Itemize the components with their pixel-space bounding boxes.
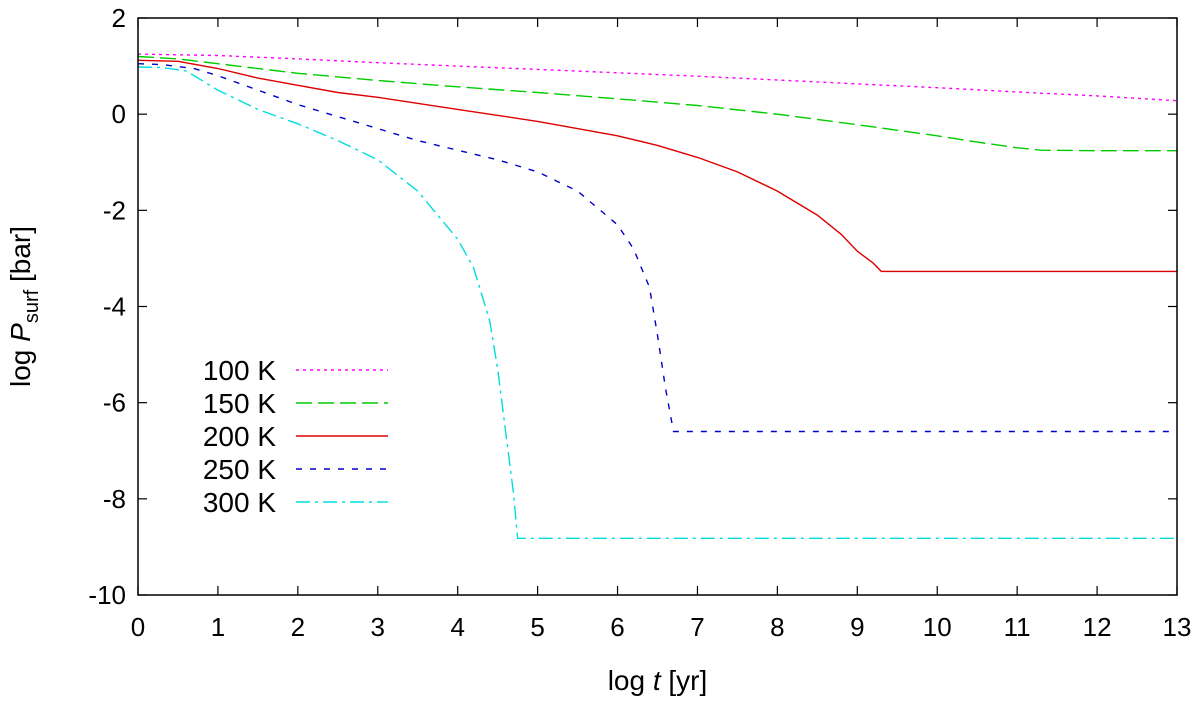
x-tick-label: 8 (770, 612, 784, 642)
y-axis-label-unit: [bar] (5, 226, 36, 290)
tick-labels: 0 1 2 3 4 5 6 7 8 9 10 11 12 13-10-8-6-4-202 (88, 3, 1191, 642)
x-tick-label: 13 (1163, 612, 1192, 642)
y-axis-label-prefix: log (5, 342, 36, 387)
x-axis-label-variable: t (653, 665, 662, 696)
x-axis-label-unit: [yr] (661, 665, 708, 696)
y-tick-label: -4 (103, 292, 126, 322)
x-tick-label: 9 (850, 612, 864, 642)
series-line-1 (137, 53, 1178, 102)
x-tick-label: 12 (1083, 612, 1112, 642)
series-group (137, 53, 1178, 539)
x-tick-label: 1 (211, 612, 225, 642)
y-axis-label-subscript: surf (21, 289, 43, 323)
plot-frame (137, 17, 1178, 596)
x-tick-label: 10 (923, 612, 952, 642)
y-axis-label-variable: P (5, 323, 36, 342)
x-tick-label: 11 (1004, 612, 1031, 642)
legend-label: 150 K (203, 388, 276, 419)
y-tick-label: -6 (103, 388, 126, 418)
y-tick-label: -10 (88, 580, 126, 610)
series-line-5 (137, 66, 1177, 539)
legend-label: 200 K (203, 421, 276, 452)
legend-label: 300 K (203, 487, 276, 518)
x-axis-label: log t [yr] (608, 665, 708, 696)
y-tick-label: -8 (103, 484, 126, 514)
series-line-3 (137, 59, 1177, 273)
series-line-2 (137, 55, 1177, 152)
legend-label: 100 K (203, 355, 276, 386)
axis-ticks (137, 17, 1178, 596)
legend-label: 250 K (203, 454, 276, 485)
x-tick-label: 4 (450, 612, 464, 642)
x-tick-label: 2 (291, 612, 305, 642)
y-tick-label: -2 (103, 195, 126, 225)
y-axis-label: log Psurf [bar] (5, 226, 43, 387)
x-tick-label: 5 (530, 612, 544, 642)
x-tick-label: 0 (131, 612, 145, 642)
y-tick-label: 2 (112, 3, 126, 33)
x-axis-label-prefix: log (608, 665, 653, 696)
series-line-4 (137, 63, 1177, 433)
x-tick-label: 7 (690, 612, 704, 642)
y-tick-label: 0 (112, 99, 126, 129)
x-tick-label: 6 (610, 612, 624, 642)
x-tick-label: 3 (371, 612, 385, 642)
